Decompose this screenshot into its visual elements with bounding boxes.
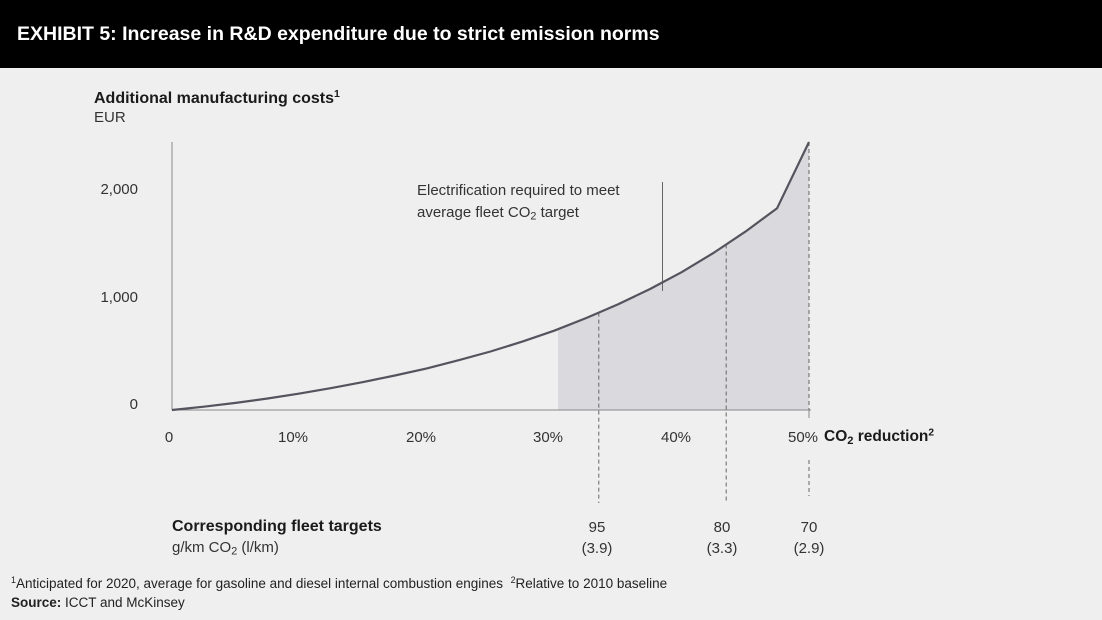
fleet-target-80: 80: [713, 519, 731, 536]
exhibit-header: EXHIBIT 5: Increase in R&D expenditure d…: [0, 0, 1102, 68]
fleet-target-95-litres: (3.9): [581, 540, 613, 557]
page-title: EXHIBIT 5: Increase in R&D expenditure d…: [17, 23, 660, 45]
fleet-target-80-litres: (3.3): [706, 540, 738, 557]
fleet-target-95: 95: [588, 519, 606, 536]
fleet-targets-unit: g/km CO2 (l/km): [172, 539, 279, 558]
x-tick-label-40: 40%: [660, 429, 692, 446]
cost-curve-line: [171, 141, 810, 412]
footnotes: 1Anticipated for 2020, average for gasol…: [11, 576, 667, 591]
x-tick-label-30: 30%: [532, 429, 564, 446]
fleet-targets-title: Corresponding fleet targets: [172, 518, 382, 535]
y-tick-label-0: 0: [129, 396, 138, 413]
fleet-target-70-litres: (2.9): [793, 540, 825, 557]
fleet-targets-unit-pre: g/km CO: [172, 539, 232, 556]
y-axis-footnote-mark: 1: [334, 88, 340, 101]
source-note: Source: ICCT and McKinsey: [11, 595, 185, 610]
x-tick-label-20: 20%: [405, 429, 437, 446]
x-axis-title-post: reduction: [853, 428, 929, 445]
x-tick-label-10: 10%: [277, 429, 309, 446]
annotation-line-1: Electrification required to meet: [417, 182, 620, 199]
footnote-2-mark: 2: [510, 575, 516, 586]
annotation-line-2-sub: 2: [530, 210, 537, 223]
shaded-area: [558, 142, 809, 410]
annotation-line-2-pre: average fleet CO: [417, 204, 531, 221]
x-tick-label-50: 50%: [787, 429, 819, 446]
footnote-2-text: Relative to 2010 baseline: [515, 576, 668, 591]
y-tick-label-2000: 2,000: [100, 181, 138, 198]
fleet-target-70: 70: [800, 519, 818, 536]
footnote-1-mark: 1: [11, 575, 16, 586]
y-axis-title: Additional manufacturing costs1: [94, 88, 340, 108]
y-axis-unit: EUR: [94, 109, 126, 126]
fleet-targets-unit-sub: 2: [231, 545, 238, 558]
y-tick-label-1000: 1,000: [100, 289, 138, 306]
y-axis-title-text: Additional manufacturing costs: [94, 90, 335, 107]
x-tick-label-0: 0: [164, 429, 174, 446]
annotation-line-2: average fleet CO2 target: [417, 204, 579, 223]
x-axis-title-pre: CO: [824, 428, 848, 445]
x-axis-title-sub: 2: [847, 434, 854, 447]
footnote-1-text: Anticipated for 2020, average for gasoli…: [15, 576, 504, 591]
fleet-targets-unit-post: (l/km): [237, 539, 279, 556]
source-label: Source:: [11, 595, 62, 610]
x-axis-title: CO2 reduction2: [824, 427, 935, 447]
source-text: ICCT and McKinsey: [61, 595, 185, 610]
annotation-line-2-post: target: [536, 204, 579, 221]
x-axis-footnote-mark: 2: [928, 427, 935, 439]
